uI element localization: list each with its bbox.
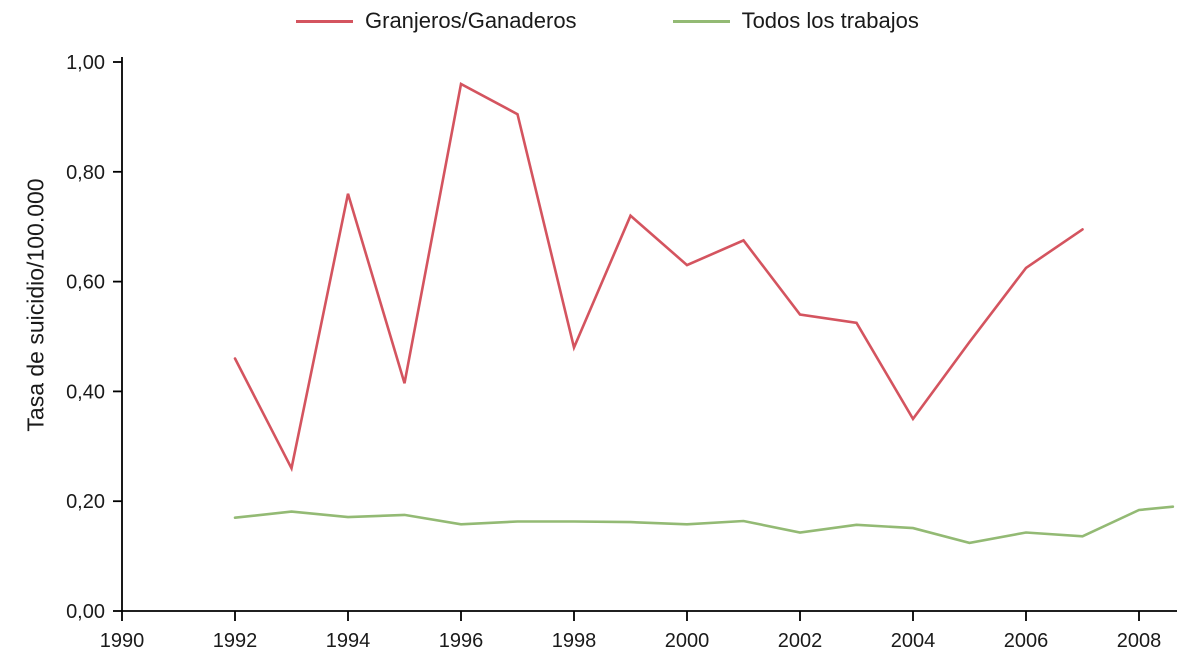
legend-label-todos: Todos los trabajos <box>741 8 919 33</box>
x-tick-label: 2008 <box>1117 630 1162 652</box>
x-tick-label: 1990 <box>100 630 145 652</box>
legend-item-granjeros: Granjeros/Ganaderos <box>296 8 577 34</box>
legend-line-granjeros-icon <box>296 19 353 23</box>
x-tick-label: 1996 <box>439 630 484 652</box>
series-line-granjeros <box>233 82 1084 473</box>
legend-line-todos-icon <box>672 19 730 23</box>
x-tick-label: 2004 <box>891 630 936 652</box>
y-axis-title: Tasa de suicidio/100.000 <box>22 178 49 432</box>
x-tick-label: 1994 <box>326 630 371 652</box>
y-tick-label: 0,60 <box>66 272 105 294</box>
x-tick-label: 2000 <box>665 630 710 652</box>
legend: Granjeros/Ganaderos Todos los trabajos <box>296 8 919 34</box>
x-tick-label: 2006 <box>1004 630 1049 652</box>
y-tick-label: 1,00 <box>66 52 105 74</box>
y-tick-label: 0,00 <box>66 601 105 623</box>
x-tick-label: 1998 <box>552 630 597 652</box>
legend-label-granjeros: Granjeros/Ganaderos <box>365 8 577 33</box>
y-tick-label: 0,40 <box>66 381 105 403</box>
y-tick-label: 0,20 <box>66 491 105 513</box>
x-tick-label: 1992 <box>213 630 258 652</box>
y-tick-label: 0,80 <box>66 162 105 184</box>
series-line-todos <box>233 505 1175 545</box>
legend-item-todos: Todos los trabajos <box>672 8 919 34</box>
x-tick-label: 2002 <box>778 630 823 652</box>
